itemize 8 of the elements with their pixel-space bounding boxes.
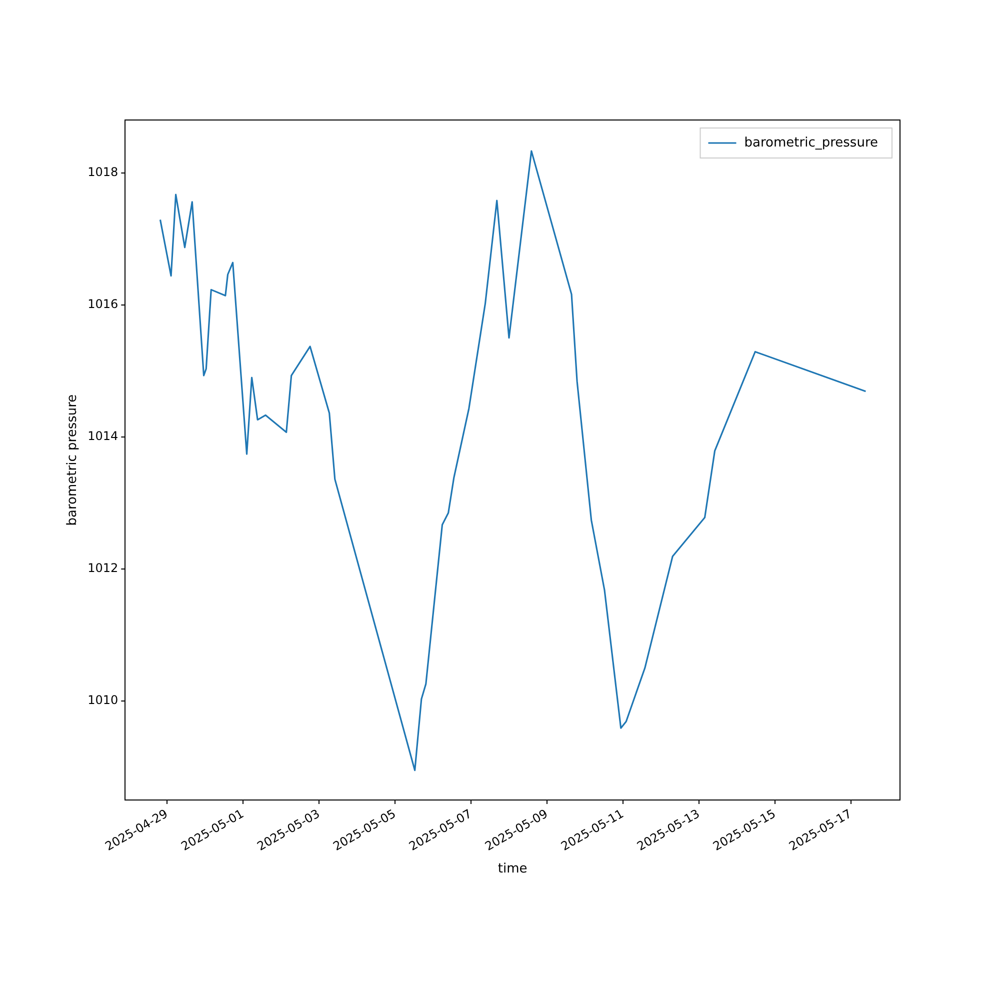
x-axis-title: time bbox=[498, 862, 528, 877]
y-tick-label: 1010 bbox=[88, 693, 118, 708]
y-tick-label: 1018 bbox=[88, 164, 118, 179]
y-axis-title: barometric pressure bbox=[65, 394, 80, 526]
y-tick-label: 1012 bbox=[88, 561, 118, 576]
y-tick-label: 1016 bbox=[88, 296, 118, 311]
legend-label: barometric_pressure bbox=[744, 135, 878, 150]
y-tick-label: 1014 bbox=[88, 429, 118, 444]
